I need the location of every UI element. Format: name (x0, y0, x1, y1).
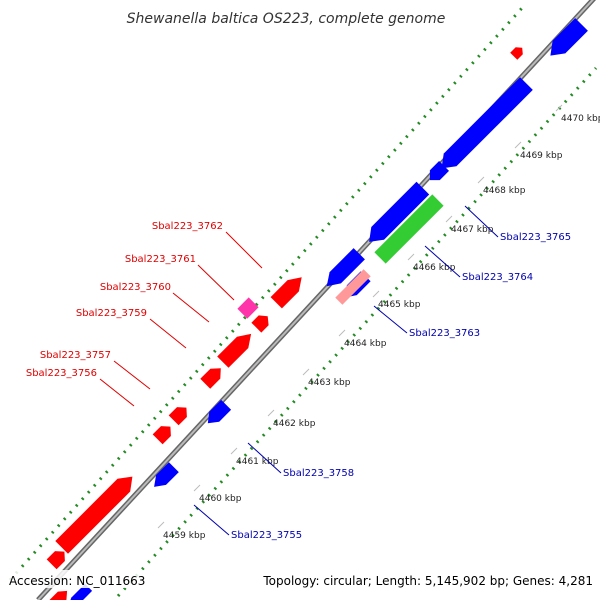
reverse-gene-label-1: Sbal223_3764 (462, 272, 533, 283)
gene-sbal223-3765-arrow (441, 77, 533, 169)
tick-mark-6 (372, 290, 380, 298)
reverse-gene-label-2: Sbal223_3763 (409, 328, 480, 339)
tick-label-3: 4462 kbp (273, 419, 316, 429)
forward-leader-2 (172, 292, 210, 323)
gene-sbal223-3758b-arrow (207, 399, 232, 424)
reverse-leader-2 (373, 305, 408, 334)
gene-sbal223-3761-arrow (251, 315, 269, 333)
tick-mark-11 (555, 104, 563, 112)
reverse-leader-4 (193, 504, 230, 536)
footer-summary-bg (256, 570, 596, 588)
gene-sbal223-3760-arrow (217, 333, 252, 368)
tick-mark-1 (193, 484, 201, 492)
gene-forward-small-arrow (46, 551, 65, 570)
gene-reverse-small-arrow (429, 161, 449, 181)
gene-forward-top-arrow (510, 47, 523, 60)
tick-label-7: 4466 kbp (413, 263, 456, 273)
footer-accession: Accession: NC_011663 (9, 574, 145, 588)
reverse-gene-label-4: Sbal223_3755 (231, 530, 302, 541)
forward-gene-label-2: Sbal223_3760 (100, 282, 171, 293)
feature-trna-box (237, 297, 259, 319)
tick-mark-2 (230, 447, 238, 455)
tick-label-11: 4470 kbp (561, 114, 600, 124)
gene-sbal223-3757-arrow (168, 407, 187, 426)
gene-sbal223-3759-arrow (200, 368, 221, 389)
reverse-leader-3 (247, 442, 282, 474)
gene-reverse-top-arrow (550, 18, 588, 56)
tick-label-8: 4467 kbp (451, 225, 494, 235)
tick-label-4: 4463 kbp (308, 378, 351, 388)
forward-leader-1 (197, 264, 235, 301)
forward-gene-label-4: Sbal223_3757 (40, 350, 111, 361)
forward-gene-label-5: Sbal223_3756 (26, 368, 97, 379)
forward-leader-4 (113, 360, 151, 390)
tick-mark-4 (302, 368, 310, 376)
gc-skew-inner-line (116, 66, 598, 598)
tick-label-1: 4460 kbp (199, 494, 242, 504)
gene-forward-bottom-arrow (49, 590, 68, 600)
footer-accession-bg (6, 570, 146, 588)
feature-rrna-box (374, 194, 444, 264)
gene-sbal223-3764-upstream-arrow (369, 181, 430, 242)
tick-label-6: 4465 kbp (378, 300, 421, 310)
forward-leader-0 (225, 231, 263, 269)
tick-label-0: 4459 kbp (163, 531, 206, 541)
tick-label-9: 4468 kbp (483, 186, 526, 196)
gc-skew-outer-line (8, 6, 524, 582)
tick-mark-10 (514, 141, 522, 149)
reverse-leader-0 (464, 205, 499, 238)
forward-gene-label-0: Sbal223_3762 (152, 221, 223, 232)
gene-sbal223-3758-arrow (154, 462, 179, 487)
tick-label-10: 4469 kbp (520, 151, 563, 161)
footer-summary: Topology: circular; Length: 5,145,902 bp… (262, 574, 593, 588)
forward-leader-3 (149, 318, 187, 349)
reverse-gene-label-3: Sbal223_3758 (283, 468, 354, 479)
forward-gene-label-1: Sbal223_3761 (125, 254, 196, 265)
forward-leader-5 (99, 378, 135, 407)
feature-pseudo-box (335, 269, 371, 305)
tick-mark-5 (338, 329, 346, 337)
tick-mark-7 (407, 253, 415, 261)
tick-label-5: 4464 kbp (344, 339, 387, 349)
tick-mark-0 (157, 521, 165, 529)
tick-mark-8 (445, 215, 453, 223)
reverse-gene-label-0: Sbal223_3765 (500, 232, 571, 243)
map-title: Shewanella baltica OS223, complete genom… (127, 11, 446, 27)
gene-sbal223-3762-arrow (270, 277, 302, 309)
tick-label-2: 4461 kbp (236, 457, 279, 467)
gene-sbal223-3763-upstream-arrow (326, 248, 365, 287)
gene-sbal223-3756-arrow (152, 426, 171, 445)
tick-mark-3 (267, 409, 275, 417)
reverse-leader-1 (424, 245, 461, 278)
tick-mark-9 (477, 176, 485, 184)
gene-sbal223-3755-upstream-arrow (55, 476, 133, 554)
forward-gene-label-3: Sbal223_3759 (76, 308, 147, 319)
